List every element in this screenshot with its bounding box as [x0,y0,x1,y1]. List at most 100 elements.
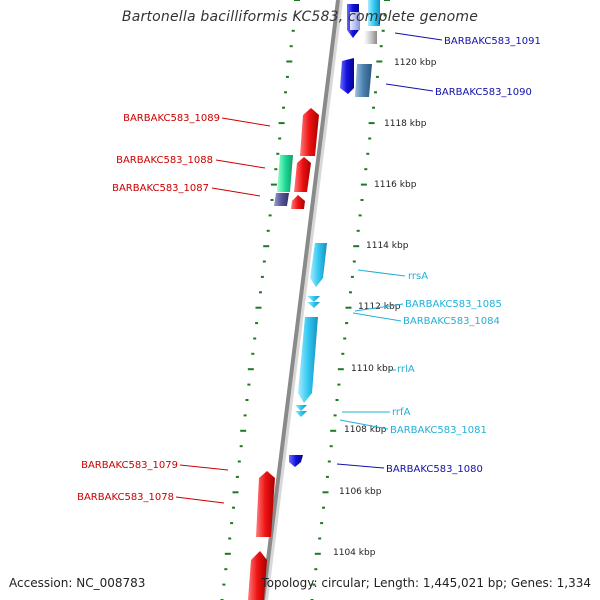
gene-feature-1090b[interactable] [355,64,372,97]
leader-1089 [221,117,271,127]
gene-label-1080[interactable]: BARBAKC583_1080 [386,464,483,475]
gene-label-1085[interactable]: BARBAKC583_1085 [405,299,502,310]
accession-label: Accession: NC_008783 [9,576,146,590]
gene-feature-1091-light[interactable] [350,12,360,30]
scale-label-1120: 1120 kbp [394,58,437,68]
leader-1080 [336,463,385,469]
scale-label-1106: 1106 kbp [339,487,382,497]
outer-minor-tick [314,568,318,571]
leader-1084 [352,312,402,322]
inner-minor-tick [274,168,278,171]
inner-minor-tick [245,399,249,401]
gene-label-1091[interactable]: BARBAKC583_1091 [444,36,541,47]
outer-minor-tick [341,352,345,355]
gene-feature-1079[interactable] [256,471,275,537]
gene-feature-1080[interactable] [289,455,303,467]
gene-feature-1089[interactable] [300,108,319,156]
outer-minor-tick [335,399,339,401]
outer-minor-tick [379,45,383,48]
outer-major-tick [330,429,337,432]
outer-minor-tick [318,537,322,540]
gene-feature-1085[interactable] [307,296,320,302]
outer-minor-tick [350,275,354,278]
outer-minor-tick [337,383,341,386]
inner-minor-tick [222,583,226,586]
inner-minor-tick [230,522,234,525]
outer-minor-tick [368,137,372,140]
inner-major-tick [270,183,277,186]
scale-label-1110: 1110 kbp [351,364,394,374]
leader-1090 [385,83,434,92]
gene-label-rrfA[interactable]: rrfA [392,407,411,418]
gene-feature-bottom[interactable] [248,551,267,600]
outer-major-tick [384,0,390,1]
gene-feature-1087-pseudo[interactable] [274,193,289,206]
leader-1081 [339,419,389,430]
outer-minor-tick [366,152,370,155]
outer-minor-tick [381,29,385,32]
outer-minor-tick [343,337,347,340]
outer-minor-tick [383,14,387,17]
inner-minor-tick [293,14,297,17]
outer-minor-tick [320,522,324,525]
outer-minor-tick [349,291,352,294]
outer-major-tick [376,60,383,63]
inner-minor-tick [268,214,272,217]
gene-feature-rrfA[interactable] [295,405,307,411]
gene-label-1088[interactable]: BARBAKC583_1088 [116,155,213,166]
leader-1078 [175,496,225,504]
scale-label-1118: 1118 kbp [384,119,427,129]
outer-tick-track [310,0,390,600]
gene-feature-1084[interactable] [307,302,320,308]
gene-label-rrsA[interactable]: rrsA [408,271,428,282]
leader-1088 [215,159,266,169]
gene-feature-1088[interactable] [294,157,311,192]
topology-label: Topology: circular; Length: 1,445,021 bp… [261,576,591,590]
gene-feature-1088-pseudo[interactable] [277,155,293,192]
gene-label-1087[interactable]: BARBAKC583_1087 [112,183,209,194]
inner-tick-track [220,0,300,600]
outer-major-tick [345,306,352,309]
outer-minor-tick [374,91,377,94]
leader-1079 [179,464,229,471]
gene-label-1089[interactable]: BARBAKC583_1089 [123,113,220,124]
inner-minor-tick [289,45,293,48]
inner-minor-tick [282,106,285,109]
gene-label-1090[interactable]: BARBAKC583_1090 [435,87,532,98]
gene-feature-rrsA[interactable] [310,243,327,287]
outer-major-tick [314,552,321,555]
outer-minor-tick [333,414,337,417]
gene-feature-gray-top[interactable] [364,31,377,44]
gene-feature-1081[interactable] [295,411,307,417]
gene-label-1078[interactable]: BARBAKC583_1078 [77,492,174,503]
inner-major-tick [232,491,239,494]
outer-major-tick [322,491,329,494]
outer-minor-tick [360,199,364,201]
outer-major-tick [360,183,367,186]
inner-minor-tick [253,337,257,340]
inner-major-tick [224,552,231,555]
outer-minor-tick [322,506,325,509]
gene-label-1081[interactable]: BARBAKC583_1081 [390,425,487,436]
inner-minor-tick [266,229,270,232]
inner-minor-tick [243,414,247,417]
scale-label-1104: 1104 kbp [333,548,376,558]
outer-major-tick [337,368,344,371]
gene-feature-rrlA[interactable] [298,317,318,403]
inner-minor-tick [291,29,295,32]
gene-feature-cyan-top[interactable] [368,0,380,26]
gene-label-1084[interactable]: BARBAKC583_1084 [403,316,500,327]
outer-minor-tick [312,583,316,586]
gene-feature-1087[interactable] [291,195,305,209]
gene-labels: BARBAKC583_1091 BARBAKC583_1090 BARBAKC5… [77,36,541,503]
inner-minor-tick [270,199,274,201]
outer-minor-tick [364,168,368,171]
inner-major-tick [294,0,300,1]
scale-label-1116: 1116 kbp [374,180,417,190]
gene-label-1079[interactable]: BARBAKC583_1079 [81,460,178,471]
gene-feature-1090[interactable] [340,58,354,94]
gene-label-rrlA[interactable]: rrlA [397,364,415,375]
label-leader-lines [175,32,443,504]
